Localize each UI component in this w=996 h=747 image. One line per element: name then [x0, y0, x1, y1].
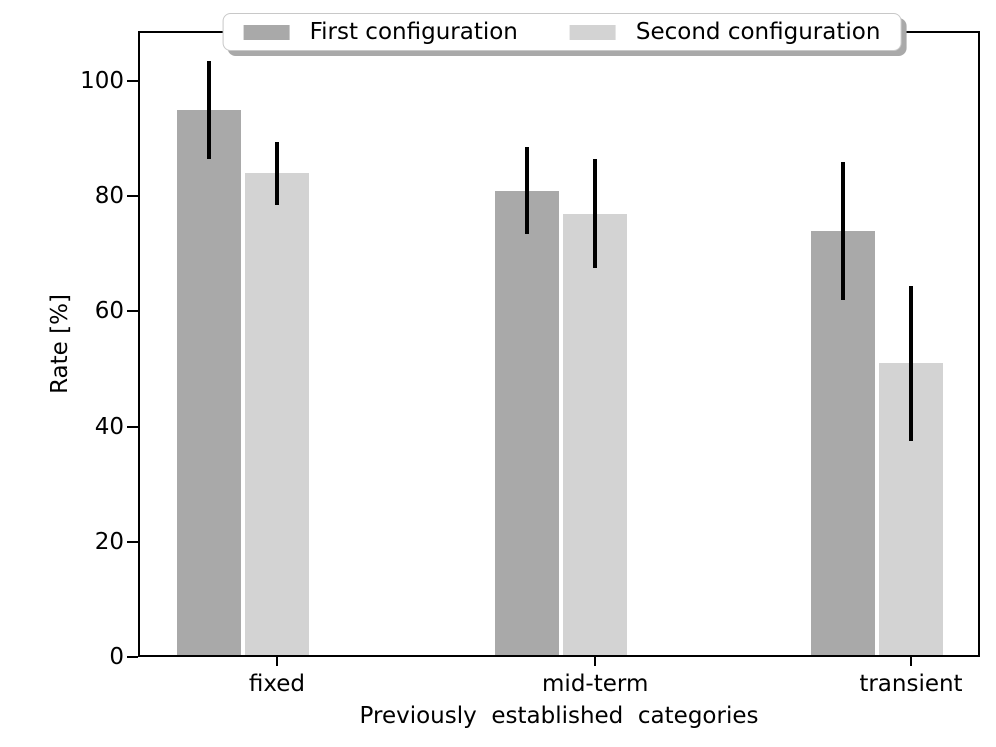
- legend: First configuration Second configuration: [222, 13, 902, 51]
- bar: [563, 213, 628, 657]
- y-tick-label: 0: [109, 644, 124, 670]
- error-bar: [525, 147, 529, 234]
- x-tick-mark: [275, 657, 278, 666]
- right-spine: [978, 31, 980, 657]
- legend-label-second-configuration: Second configuration: [635, 19, 881, 45]
- error-bar: [207, 60, 211, 159]
- error-bar: [593, 158, 597, 269]
- x-tick-mark: [594, 657, 597, 666]
- legend-swatch-second-configuration: [569, 24, 616, 40]
- y-tick-mark: [127, 656, 138, 658]
- x-tick-mark: [909, 657, 912, 666]
- y-tick-mark: [127, 540, 138, 543]
- y-tick-mark: [127, 425, 138, 428]
- y-tick-mark: [127, 310, 138, 313]
- x-tick-label: fixed: [248, 671, 305, 697]
- bar: [244, 173, 309, 657]
- legend-item-first-configuration: First configuration: [243, 19, 518, 45]
- y-tick-label: 100: [80, 68, 124, 95]
- error-bar: [909, 285, 913, 442]
- error-bar: [275, 141, 279, 205]
- y-tick-label: 20: [94, 528, 124, 555]
- y-tick-mark: [127, 80, 138, 83]
- x-axis-label: Previously established categories: [359, 703, 759, 729]
- y-tick-label: 80: [94, 183, 124, 210]
- x-axis-line: [138, 655, 980, 657]
- plot-area: 0 20 40 60 80 100 fixed mid-term transient: [80, 31, 980, 697]
- legend-item-second-configuration: Second configuration: [569, 19, 881, 45]
- bar: [176, 109, 241, 657]
- x-tick-label: mid-term: [542, 671, 649, 697]
- legend-swatch-first-configuration: [243, 24, 290, 40]
- error-bar: [841, 161, 845, 300]
- y-tick-mark: [127, 195, 138, 198]
- y-axis-line: [138, 31, 140, 657]
- bar: [495, 190, 560, 657]
- x-tick-label: transient: [859, 671, 963, 697]
- bar: [810, 230, 875, 657]
- y-tick-label: 60: [94, 298, 124, 325]
- y-tick-label: 40: [94, 413, 124, 440]
- legend-label-first-configuration: First configuration: [309, 19, 518, 45]
